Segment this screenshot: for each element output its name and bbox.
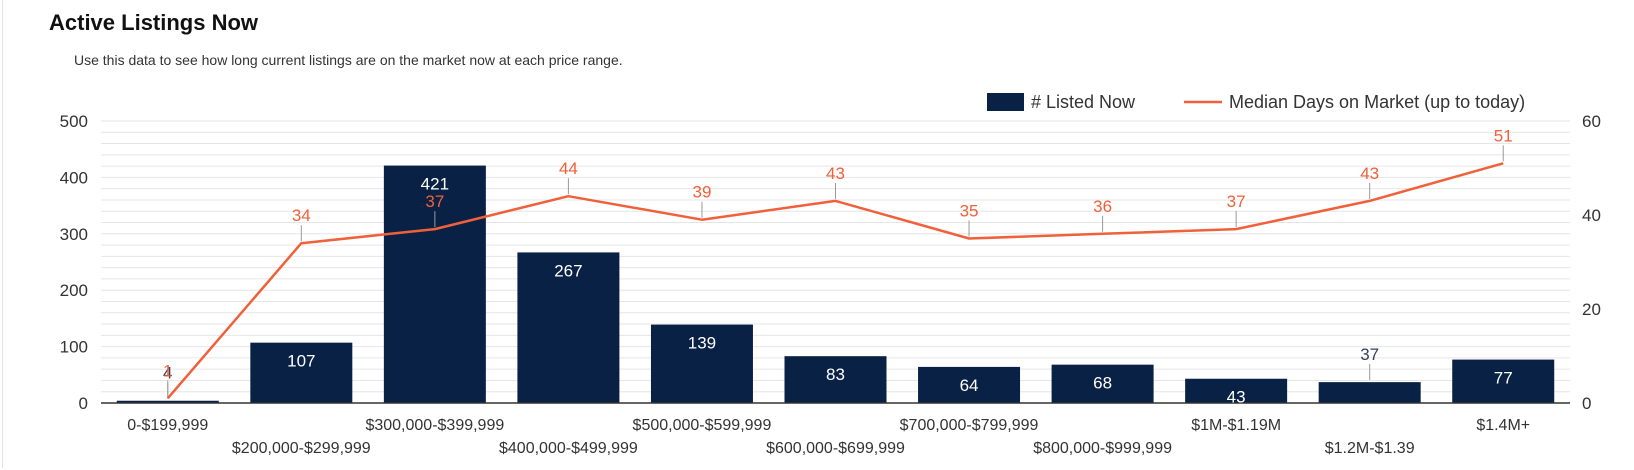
line-value-label: 37 xyxy=(425,192,444,211)
legend-bar-swatch xyxy=(987,93,1024,111)
line-value-label: 1 xyxy=(163,361,172,380)
x-category-label: $200,000-$299,999 xyxy=(232,440,371,457)
bar-value-label: 421 xyxy=(421,175,449,194)
x-category-label: $400,000-$499,999 xyxy=(499,440,638,457)
y-left-tick-label: 200 xyxy=(60,281,88,300)
legend-bar-label: # Listed Now xyxy=(1031,92,1136,112)
bar xyxy=(517,252,620,403)
y-right-tick-label: 20 xyxy=(1582,300,1601,319)
chart-title: Active Listings Now xyxy=(49,10,259,35)
median-days-line xyxy=(166,162,1504,400)
line-value-label: 37 xyxy=(1227,192,1246,211)
chart-subtitle: Use this data to see how long current li… xyxy=(74,52,623,68)
x-category-label: $700,000-$799,999 xyxy=(900,417,1039,434)
bar-value-label: 4 xyxy=(163,364,172,383)
bar xyxy=(1318,382,1421,403)
bar xyxy=(250,342,353,403)
y-right-tick-label: 0 xyxy=(1582,394,1591,413)
bar-value-label: 139 xyxy=(688,334,716,353)
line-value-label: 39 xyxy=(692,183,711,202)
bar-value-label: 64 xyxy=(960,376,979,395)
line-value-label: 43 xyxy=(826,164,845,183)
bar xyxy=(1185,378,1288,403)
x-category-label: $800,000-$999,999 xyxy=(1033,440,1172,457)
bar xyxy=(1452,359,1555,403)
x-category-label: $500,000-$599,999 xyxy=(633,417,772,434)
x-category-label: $1.2M-$1.39 xyxy=(1325,440,1415,457)
x-category-label: 0-$199,999 xyxy=(127,417,208,434)
bar xyxy=(650,324,753,403)
bar-value-label: 77 xyxy=(1494,369,1513,388)
line-value-label: 43 xyxy=(1360,164,1379,183)
bar xyxy=(1051,364,1154,403)
bar-value-label: 43 xyxy=(1227,388,1246,407)
x-category-label: $600,000-$699,999 xyxy=(766,440,905,457)
bar xyxy=(116,400,219,403)
line-value-label: 34 xyxy=(292,206,311,225)
y-left-tick-label: 0 xyxy=(79,394,88,413)
y-left-tick-label: 100 xyxy=(60,338,88,357)
bar xyxy=(918,366,1021,403)
y-right-tick-label: 60 xyxy=(1582,112,1601,131)
line-value-label: 44 xyxy=(559,159,578,178)
bar xyxy=(784,356,887,403)
line-value-label: 36 xyxy=(1093,197,1112,216)
bar xyxy=(383,165,486,403)
bar-value-label: 37 xyxy=(1360,345,1379,364)
y-left-tick-label: 500 xyxy=(60,112,88,131)
y-right-tick-label: 40 xyxy=(1582,206,1601,225)
y-left-tick-label: 300 xyxy=(60,225,88,244)
legend-line-label: Median Days on Market (up to today) xyxy=(1229,92,1525,112)
bar-value-label: 83 xyxy=(826,365,845,384)
bar-value-label: 267 xyxy=(554,261,582,280)
line-value-label: 51 xyxy=(1494,126,1513,145)
x-category-label: $300,000-$399,999 xyxy=(365,417,504,434)
x-category-label: $1M-$1.19M xyxy=(1191,417,1281,434)
bar-value-label: 107 xyxy=(287,352,315,371)
x-category-label: $1.4M+ xyxy=(1476,417,1530,434)
line-value-label: 35 xyxy=(960,202,979,221)
y-left-tick-label: 400 xyxy=(60,168,88,187)
bar-value-label: 68 xyxy=(1093,374,1112,393)
